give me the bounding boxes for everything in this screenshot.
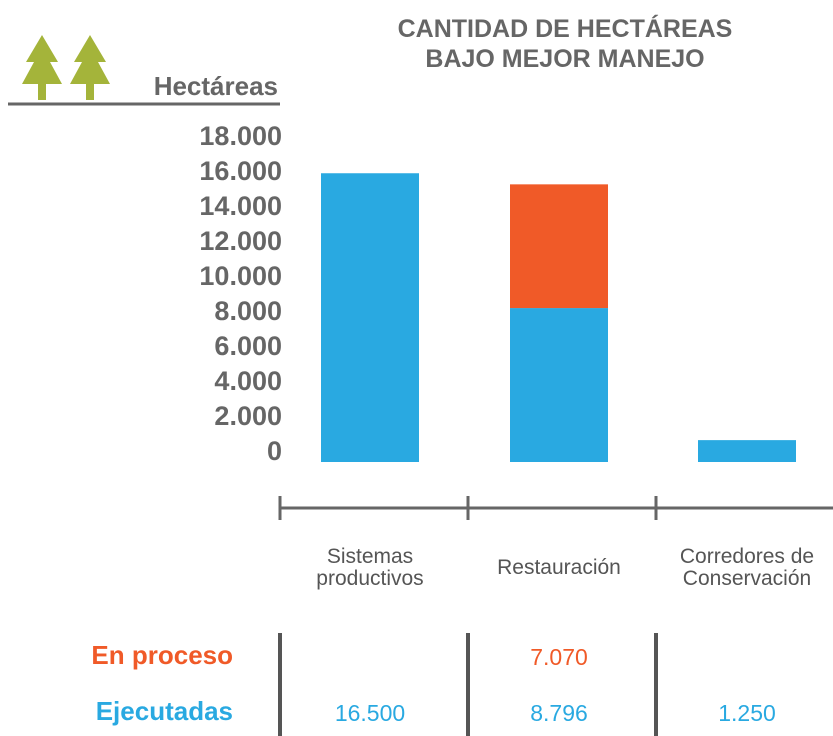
chart-title: CANTIDAD DE HECTÁREAS BAJO MEJOR MANEJO bbox=[397, 15, 733, 73]
y-tick-label: 0 bbox=[267, 436, 282, 466]
y-tick-label: 10.000 bbox=[199, 261, 282, 291]
y-tick-label: 6.000 bbox=[214, 331, 282, 361]
y-tick-label: 18.000 bbox=[199, 121, 282, 151]
y-axis-label: Hectáreas bbox=[154, 71, 278, 101]
legend-label: En proceso bbox=[91, 640, 233, 670]
bar-segment bbox=[698, 440, 796, 462]
y-tick-label: 2.000 bbox=[214, 401, 282, 431]
x-tick-label: Restauración bbox=[497, 556, 621, 579]
bar-segment bbox=[321, 173, 419, 462]
y-tick-label: 16.000 bbox=[199, 156, 282, 186]
y-tick-label: 12.000 bbox=[199, 226, 282, 256]
bar-segment bbox=[510, 184, 608, 309]
value-label: 7.070 bbox=[530, 644, 588, 670]
value-label: 16.500 bbox=[335, 700, 405, 726]
x-tick-label: Sistemas productivos bbox=[316, 545, 424, 590]
x-tick-label: Corredores de Conservación bbox=[679, 545, 815, 590]
y-tick-label: 14.000 bbox=[199, 191, 282, 221]
y-tick-label: 4.000 bbox=[214, 366, 282, 396]
legend-label: Ejecutadas bbox=[96, 696, 233, 726]
value-label: 8.796 bbox=[530, 700, 588, 726]
y-tick-label: 8.000 bbox=[214, 296, 282, 326]
tree-icon bbox=[70, 35, 110, 100]
tree-icon bbox=[22, 35, 62, 100]
value-label: 1.250 bbox=[718, 700, 776, 726]
bar-segment bbox=[510, 308, 608, 462]
